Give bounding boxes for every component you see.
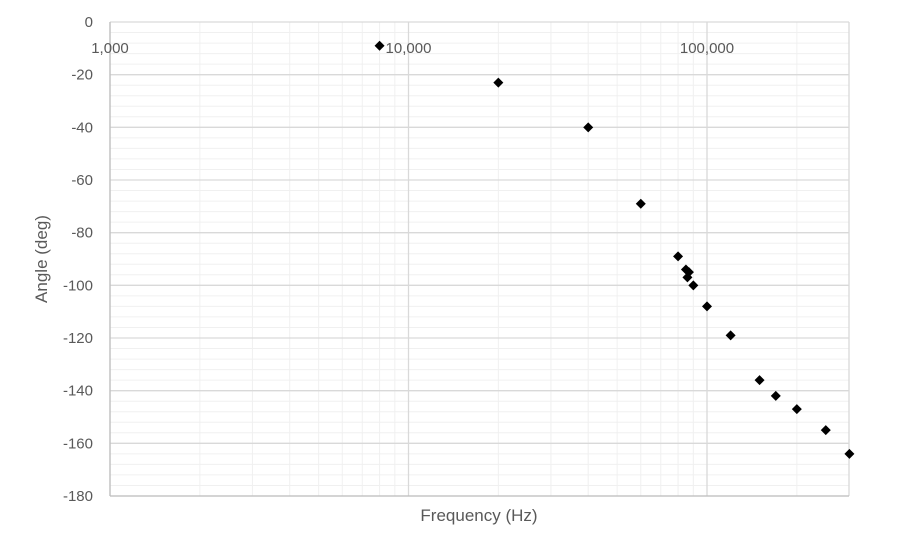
data-points (374, 40, 855, 459)
data-point (635, 198, 646, 209)
y-tick-label: -120 (63, 330, 93, 347)
grid (109, 21, 850, 497)
y-tick-label: -40 (71, 119, 93, 136)
y-tick-label: -140 (63, 383, 93, 400)
data-point (844, 448, 855, 459)
x-tick-label: 100,000 (680, 40, 734, 57)
data-point (493, 77, 504, 88)
data-point (770, 390, 781, 401)
data-point (688, 280, 699, 291)
x-tick-label: 10,000 (386, 40, 432, 57)
data-point (682, 272, 693, 283)
data-point (725, 330, 736, 341)
data-point (754, 375, 765, 386)
x-axis-title: Frequency (Hz) (420, 506, 537, 525)
axes (109, 22, 849, 497)
y-axis-title: Angle (deg) (32, 215, 51, 303)
data-point (791, 404, 802, 415)
data-point (702, 301, 712, 312)
data-point (820, 425, 831, 436)
y-tick-label: -60 (71, 172, 93, 189)
y-tick-label: -20 (71, 67, 93, 84)
data-point (583, 122, 594, 133)
y-tick-label: -80 (71, 225, 93, 242)
x-tick-label: 1,000 (91, 40, 129, 57)
tick-labels: 0 -20 -40 -60 -80 -100 -120 -140 -160 -180 1,000 10… (63, 14, 734, 505)
y-tick-label: -100 (63, 277, 93, 294)
data-point (374, 40, 385, 51)
y-tick-label: 0 (85, 14, 93, 31)
y-tick-label: -180 (63, 488, 93, 505)
y-tick-label: -160 (63, 435, 93, 452)
data-point (673, 251, 684, 262)
